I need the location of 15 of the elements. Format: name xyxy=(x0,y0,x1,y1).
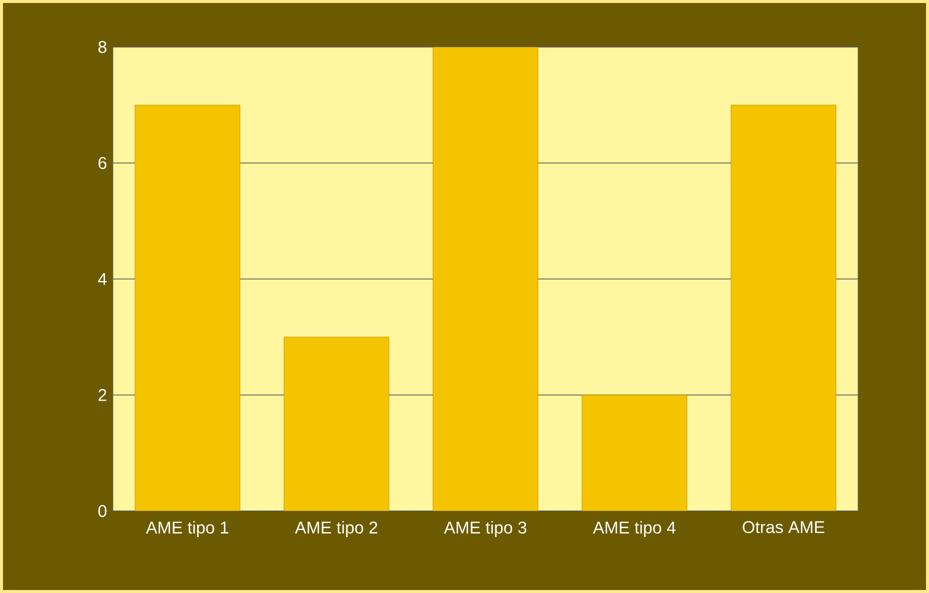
bar xyxy=(284,336,390,511)
y-tick-label: 0 xyxy=(98,504,106,518)
y-tick-label: 8 xyxy=(98,40,106,54)
x-tick-label: AME tipo 3 xyxy=(444,521,526,537)
bar xyxy=(432,47,538,511)
bar xyxy=(730,104,836,511)
y-tick-label: 6 xyxy=(98,156,106,170)
x-tick-label: AME tipo 2 xyxy=(294,521,378,537)
x-tick-label: Otras AME xyxy=(742,521,824,534)
x-tick-label: AME tipo 1 xyxy=(146,521,228,537)
bar xyxy=(582,394,688,511)
y-tick-label: 2 xyxy=(98,389,106,401)
y-tick-label: 4 xyxy=(98,273,107,285)
x-tick-label: AME tipo 4 xyxy=(592,521,676,537)
bar xyxy=(135,104,240,511)
